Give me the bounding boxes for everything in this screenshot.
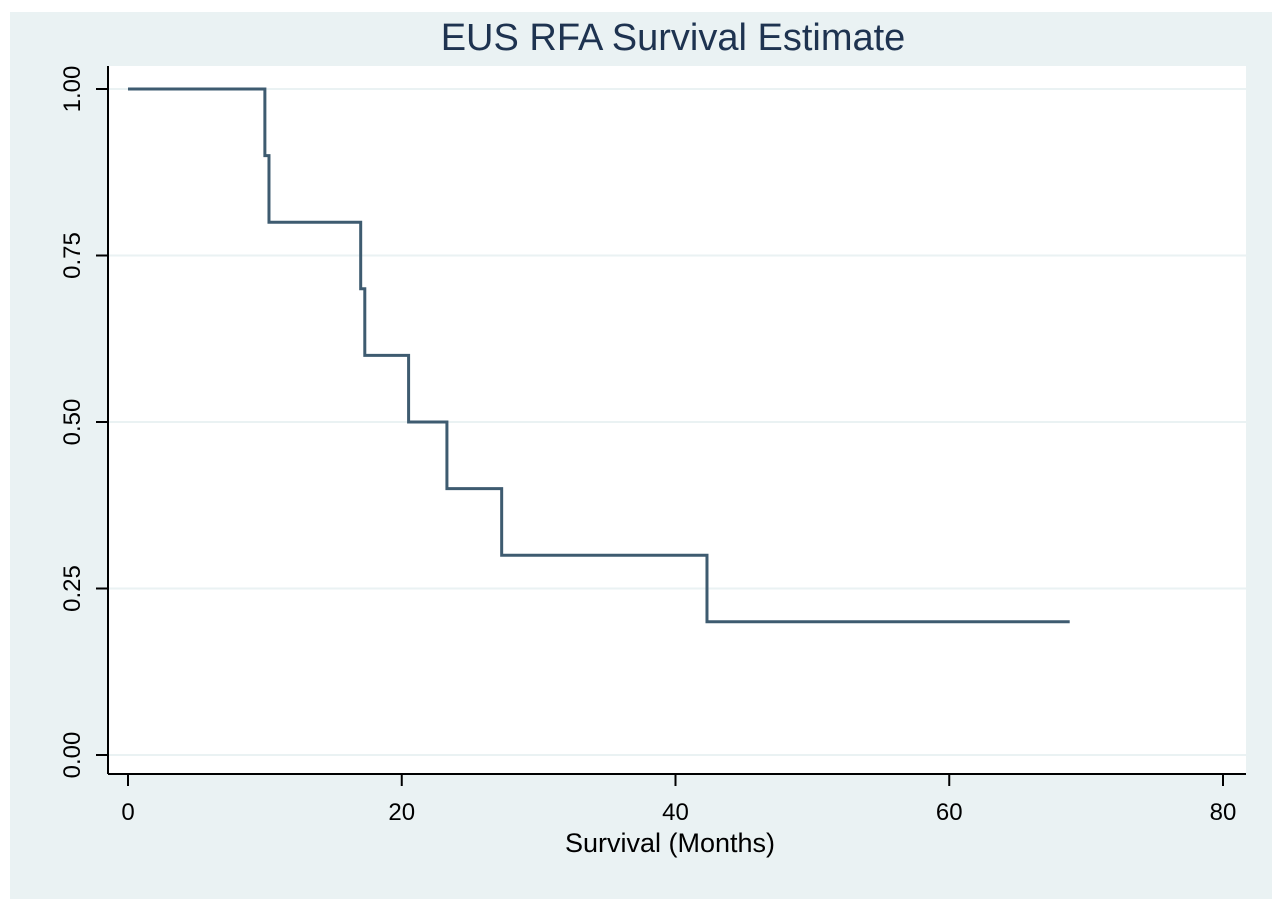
x-tick-label: 40: [662, 799, 689, 826]
gridlines: [108, 88, 1246, 756]
x-tick-label: 20: [388, 799, 415, 826]
y-tick-label: 0.25: [59, 565, 86, 612]
y-ticks: 0.00 0.25 0.50 0.75 1.00: [59, 66, 108, 779]
y-tick-label: 1.00: [59, 66, 86, 113]
x-tick-label: 0: [121, 799, 134, 826]
y-tick-label: 0.00: [59, 732, 86, 779]
x-tick-label: 60: [936, 799, 963, 826]
x-axis-title: Survival (Months): [565, 828, 775, 858]
survival-curve-line: [128, 87, 1070, 624]
y-tick-label: 0.75: [59, 232, 86, 279]
plot-area: [108, 66, 1246, 774]
axes: [107, 66, 1246, 775]
y-tick-label: 0.50: [59, 399, 86, 446]
x-tick-label: 80: [1210, 799, 1237, 826]
x-ticks: 0 20 40 60 80: [121, 774, 1236, 826]
chart-title: EUS RFA Survival Estimate: [441, 17, 906, 59]
series-layer: [128, 87, 1070, 624]
